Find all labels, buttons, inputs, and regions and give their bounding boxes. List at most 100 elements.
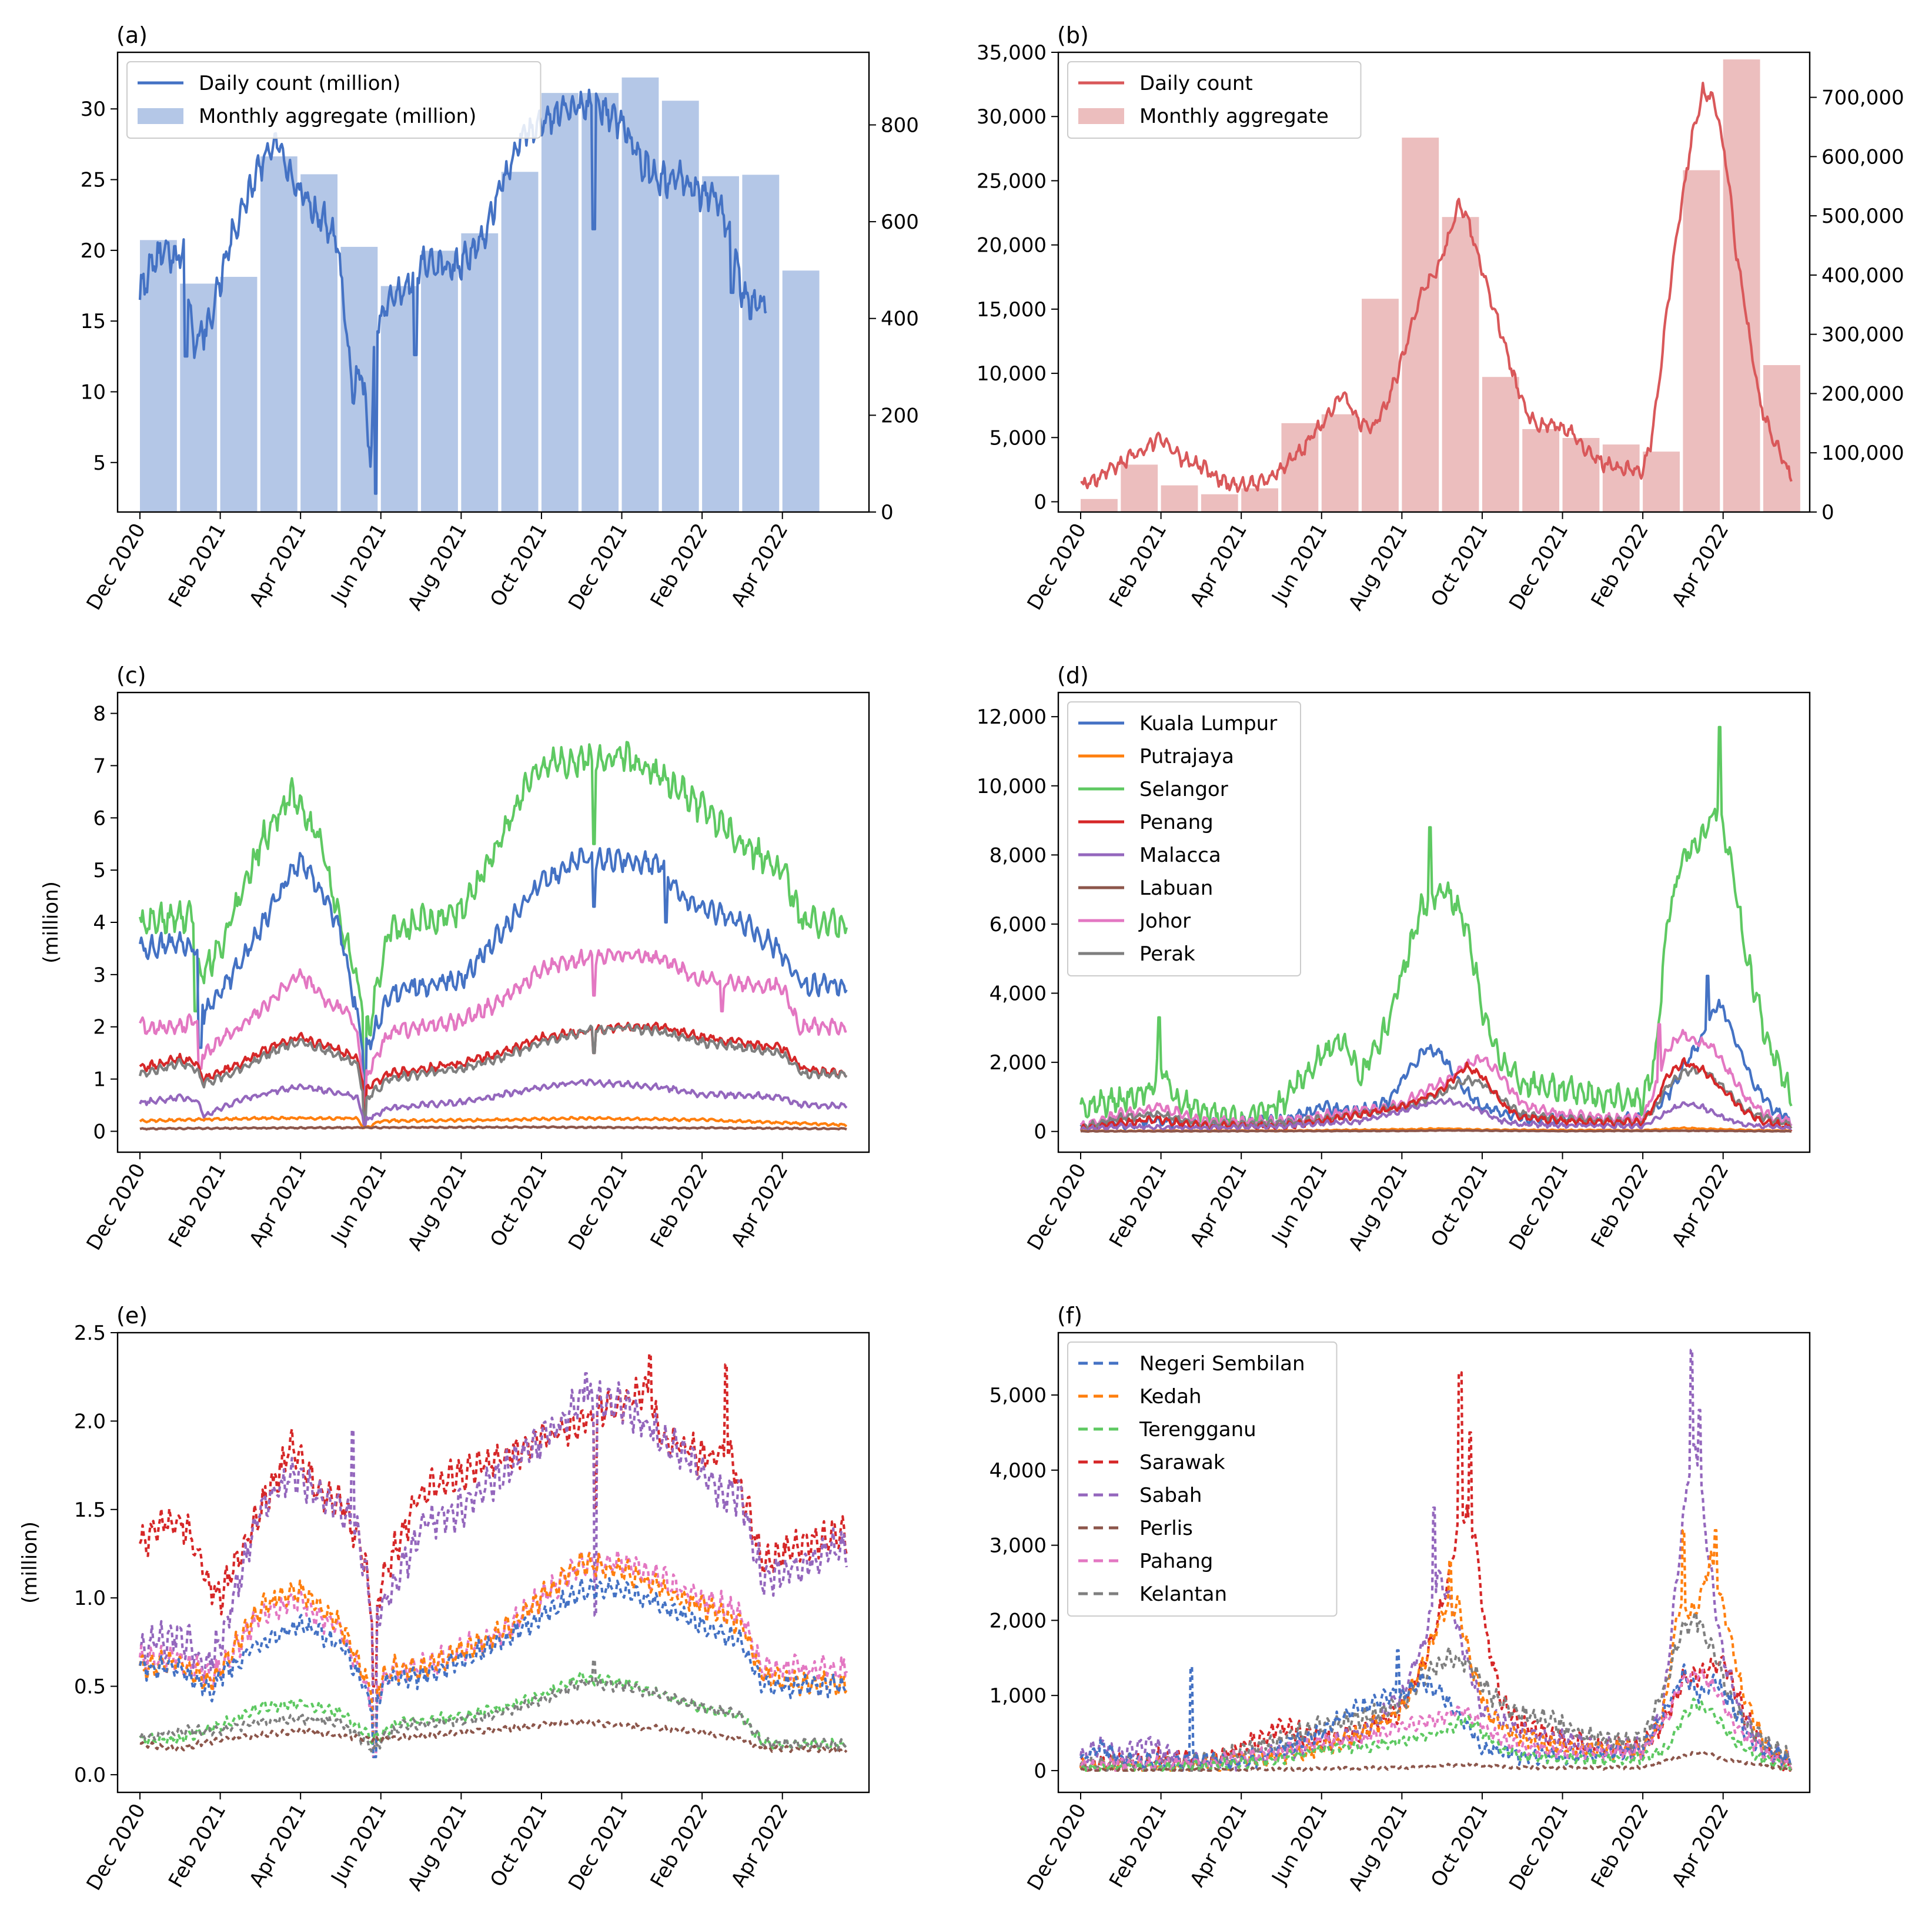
legend-label: Putrajaya <box>1139 745 1234 768</box>
x-tick-label: Aug 2021 <box>1344 1160 1413 1255</box>
x-tick-label: Aug 2021 <box>1344 1800 1413 1895</box>
y-tick-label: 30 <box>81 98 106 121</box>
x-tick-label: Feb 2021 <box>1105 520 1171 611</box>
y2-tick-label: 400 <box>881 307 919 331</box>
series-line-perlis <box>1079 1750 1792 1772</box>
y2-tick-label: 300,000 <box>1821 323 1904 347</box>
axes-frame <box>1057 691 1811 1153</box>
y-tick-label: 6,000 <box>990 913 1047 936</box>
x-tick-label: Feb 2022 <box>1587 1800 1653 1892</box>
series-line-perak <box>1080 1065 1793 1132</box>
legend-box <box>1067 61 1362 139</box>
legend-label: Sabah <box>1139 1484 1202 1507</box>
y-tick-label: 3 <box>93 964 106 987</box>
x-tick-label: Feb 2022 <box>1587 520 1653 611</box>
x-tick-label: Dec 2021 <box>564 1800 632 1895</box>
y-tick-label: 10,000 <box>977 362 1047 386</box>
x-tick-label: Feb 2022 <box>1587 1160 1653 1252</box>
x-tick-label: Jun 2021 <box>326 520 392 609</box>
series-line-daily <box>1080 82 1793 493</box>
x-tick-label: Apr 2021 <box>245 1800 311 1891</box>
x-tick-label: Apr 2021 <box>245 520 311 611</box>
x-tick-label: Apr 2022 <box>1667 520 1734 611</box>
legend-box <box>1067 701 1301 976</box>
x-tick-label: Aug 2021 <box>403 520 472 615</box>
series-line-sabah <box>139 1372 848 1741</box>
bar-b-13 <box>1602 444 1640 512</box>
bar-a-15 <box>742 175 780 513</box>
series-group <box>1080 82 1793 493</box>
series-line-putrajaya <box>139 1116 848 1129</box>
x-tick-label: Apr 2022 <box>727 520 793 611</box>
series-group <box>1079 725 1793 1133</box>
y-tick-label: 0.0 <box>74 1764 106 1787</box>
series-line-selangor <box>1079 725 1793 1130</box>
legend-label: Labuan <box>1139 876 1213 900</box>
x-tick-label: Apr 2021 <box>1185 520 1252 611</box>
legend-label: Negeri Sembilan <box>1139 1352 1305 1376</box>
legend-label: Perlis <box>1139 1517 1193 1540</box>
legend-label: Sarawak <box>1139 1451 1225 1474</box>
x-tick-label: Dec 2021 <box>1505 520 1573 614</box>
y-tick-label: 25,000 <box>977 169 1047 193</box>
panel-label: (c) <box>116 663 146 688</box>
panel-c: 0 1 2 3 4 5 6 7 8 Dec 2020 Feb 2021 Apr 2021 Jun 202… <box>39 663 870 1255</box>
y-tick-label: 1 <box>93 1068 106 1092</box>
series-line-kelantan <box>139 1658 848 1754</box>
legend-label: Perak <box>1139 942 1195 966</box>
panel-label: (d) <box>1057 663 1089 688</box>
series-line-terengganu <box>1079 1697 1793 1772</box>
bar-a-3 <box>260 156 298 512</box>
bar-b-6 <box>1321 414 1359 512</box>
y-tick-label: 5 <box>93 859 106 882</box>
x-tick-label: Feb 2021 <box>164 1800 230 1892</box>
series-line-pahang <box>138 1548 848 1758</box>
x-tick-label: Oct 2021 <box>1426 1160 1493 1251</box>
y-tick-label: 2.0 <box>74 1410 106 1433</box>
panel-label: (b) <box>1057 22 1089 48</box>
legend-label: Penang <box>1139 811 1214 834</box>
y2-tick-label: 100,000 <box>1821 441 1904 465</box>
panel-a: 0 200 400 600 800 5 10 15 20 25 30 Dec 2020 Feb 2021… <box>81 22 919 614</box>
legend-label: Pahang <box>1139 1550 1213 1573</box>
x-tick-label: Apr 2021 <box>1185 1160 1252 1251</box>
y-tick-label: 4,000 <box>990 1459 1047 1483</box>
x-tick-label: Apr 2021 <box>1185 1800 1252 1891</box>
x-tick-label: Dec 2021 <box>564 520 632 614</box>
x-tick-label: Feb 2022 <box>646 520 713 611</box>
bar-b-14 <box>1643 451 1680 512</box>
series-line-kedah <box>138 1550 848 1749</box>
x-tick-label: Apr 2022 <box>727 1160 793 1251</box>
y-tick-label: 2.5 <box>74 1322 106 1345</box>
y2-tick-label: 400,000 <box>1821 264 1904 287</box>
series-line-kuala-lumpur <box>138 847 848 1117</box>
y-tick-label: 8 <box>93 702 106 726</box>
bar-a-14 <box>702 176 739 513</box>
series-line-sarawak <box>139 1353 848 1688</box>
x-tick-label: Aug 2021 <box>403 1160 472 1255</box>
x-tick-label: Apr 2022 <box>1667 1160 1734 1251</box>
series-group <box>138 88 767 495</box>
legend-label: Selangor <box>1139 778 1228 801</box>
x-tick-label: Feb 2021 <box>1105 1160 1171 1252</box>
bar-b-1 <box>1121 464 1158 512</box>
y-tick-label: 30,000 <box>977 105 1047 129</box>
legend-label: Kelantan <box>1139 1583 1227 1606</box>
x-tick-label: Oct 2021 <box>1426 520 1493 611</box>
x-tick-label: Apr 2022 <box>1667 1800 1734 1891</box>
series-line-selangor <box>138 741 848 1112</box>
x-tick-label: Oct 2021 <box>486 1160 552 1251</box>
series-line-malacca <box>1079 1098 1792 1133</box>
y2-tick-label: 800 <box>881 113 919 137</box>
x-tick-label: Dec 2021 <box>564 1160 632 1254</box>
x-tick-label: Feb 2022 <box>646 1160 713 1252</box>
series-line-johor <box>1079 1023 1793 1131</box>
x-tick-label: Jun 2021 <box>326 1160 392 1249</box>
bar-b-0 <box>1081 499 1118 512</box>
y-tick-label: 7 <box>93 754 106 778</box>
x-tick-label: Jun 2021 <box>1267 1800 1332 1889</box>
panel-label: (a) <box>116 22 148 48</box>
y2-tick-label: 600 <box>881 210 919 234</box>
bar-a-6 <box>380 286 418 512</box>
legend-label: Kuala Lumpur <box>1139 712 1277 735</box>
